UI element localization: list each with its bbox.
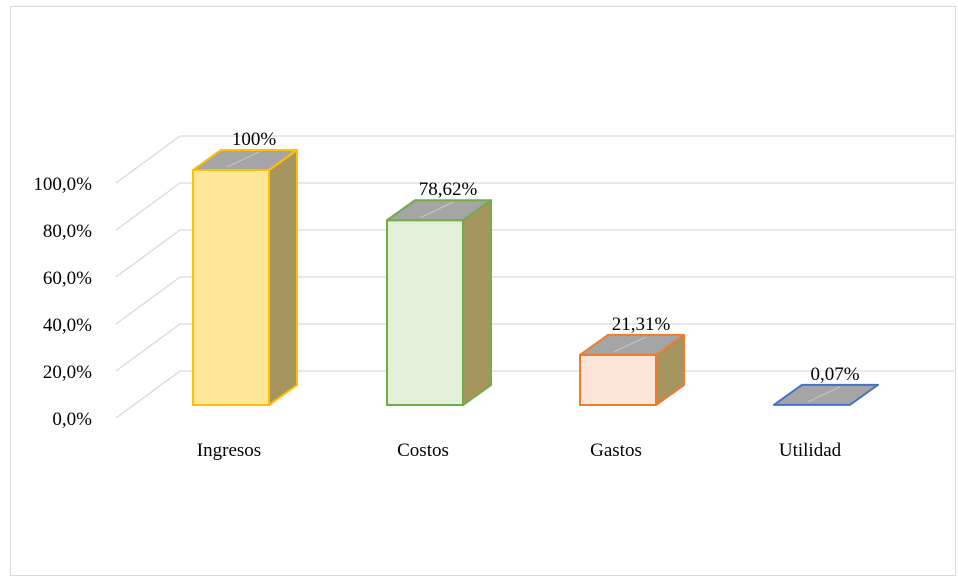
bar-ingresos [193, 150, 297, 405]
x-category-label: Gastos [590, 440, 642, 461]
bar-gastos [580, 335, 684, 405]
bar-front-face [580, 355, 656, 405]
y-tick-label: 20,0% [43, 362, 92, 383]
y-tick-label: 40,0% [43, 315, 92, 336]
data-label: 78,62% [419, 179, 478, 200]
data-label: 21,31% [612, 314, 671, 335]
data-label: 100% [232, 129, 277, 150]
x-category-label: Costos [397, 440, 449, 461]
bar-side-face [463, 200, 491, 405]
bar-costos [387, 200, 491, 405]
bar-top-face [774, 385, 878, 405]
y-tick-label: 0,0% [52, 409, 92, 430]
y-axis-ticks: 0,0% 20,0% 40,0% 60,0% 80,0% 100,0% [33, 174, 92, 430]
bar-side-face [269, 150, 297, 405]
x-category-label: Utilidad [779, 440, 842, 461]
data-labels: 100% 78,62% 21,31% 0,07% [232, 129, 860, 385]
bar-front-face [193, 170, 269, 405]
y-tick-label: 60,0% [43, 268, 92, 289]
y-tick-label: 100,0% [33, 174, 92, 195]
data-label: 0,07% [810, 364, 859, 385]
x-axis-categories: Ingresos Costos Gastos Utilidad [197, 440, 842, 461]
y-tick-label: 80,0% [43, 221, 92, 242]
bar-front-face [387, 220, 463, 405]
bar-utilidad [774, 385, 878, 405]
x-category-label: Ingresos [197, 440, 261, 461]
